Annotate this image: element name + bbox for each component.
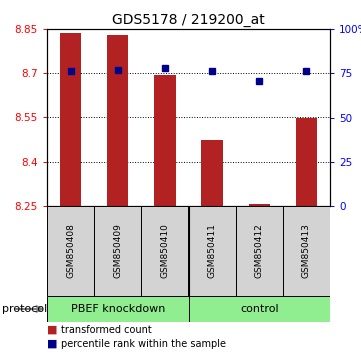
Bar bbox=[47, 206, 94, 296]
Bar bbox=[107, 35, 129, 206]
Bar bbox=[154, 75, 175, 206]
Text: GSM850411: GSM850411 bbox=[208, 224, 217, 279]
Text: transformed count: transformed count bbox=[61, 325, 152, 335]
Bar bbox=[201, 139, 223, 206]
Text: GSM850408: GSM850408 bbox=[66, 224, 75, 279]
Bar bbox=[236, 206, 283, 296]
Text: PBEF knockdown: PBEF knockdown bbox=[70, 304, 165, 314]
Bar bbox=[296, 118, 317, 206]
Text: GSM850409: GSM850409 bbox=[113, 224, 122, 279]
Text: GSM850410: GSM850410 bbox=[160, 224, 169, 279]
Bar bbox=[60, 33, 81, 206]
Bar bbox=[94, 206, 142, 296]
Text: GSM850412: GSM850412 bbox=[255, 224, 264, 278]
Bar bbox=[283, 206, 330, 296]
Bar bbox=[188, 296, 330, 322]
Text: GSM850413: GSM850413 bbox=[302, 224, 311, 279]
Text: ■: ■ bbox=[47, 339, 57, 349]
Text: protocol: protocol bbox=[2, 304, 47, 314]
Bar bbox=[188, 206, 236, 296]
Bar bbox=[249, 204, 270, 206]
Bar bbox=[142, 206, 188, 296]
Text: control: control bbox=[240, 304, 279, 314]
Title: GDS5178 / 219200_at: GDS5178 / 219200_at bbox=[112, 13, 265, 27]
Text: ■: ■ bbox=[47, 325, 57, 335]
Text: percentile rank within the sample: percentile rank within the sample bbox=[61, 339, 226, 349]
Bar bbox=[47, 296, 188, 322]
